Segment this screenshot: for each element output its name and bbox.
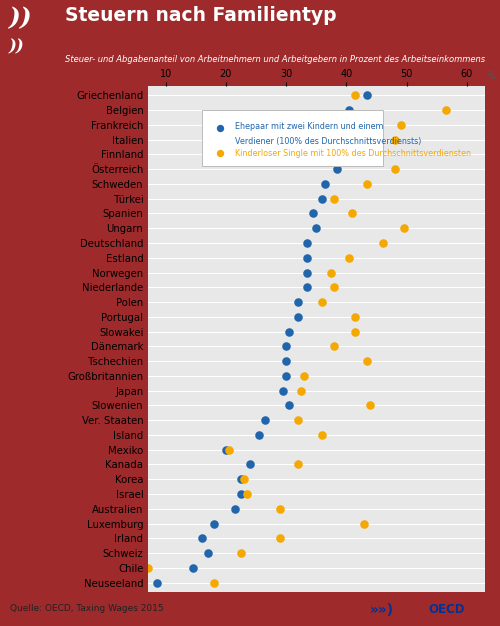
Point [328,267,336,277]
Point [144,563,152,573]
Point [303,253,311,263]
Point [237,548,245,558]
Point [188,563,196,573]
Text: OECD: OECD [428,603,465,616]
Point [231,504,239,514]
Point [246,459,254,470]
Point [348,208,356,218]
Point [330,193,338,203]
FancyBboxPatch shape [202,110,383,166]
Point [396,120,404,130]
Point [303,282,311,292]
Point [348,120,356,130]
Point [318,193,326,203]
Point [285,327,293,337]
Text: %: % [486,71,496,81]
Point [225,444,233,454]
Point [282,356,290,366]
Point [279,386,287,396]
Point [297,386,305,396]
Point [366,150,374,160]
Point [210,578,218,588]
Text: )): )) [9,6,33,30]
Point [330,282,338,292]
Point [442,105,450,115]
Point [300,371,308,381]
Point [303,238,311,248]
Point [152,578,160,588]
Point [364,90,372,100]
Point [318,297,326,307]
Point [346,105,354,115]
Point [243,489,251,499]
Point [390,135,398,145]
Point [334,164,342,174]
Point [222,444,230,454]
Point [364,356,372,366]
Text: Kinderloser Single mit 100% des Durchschnittsverdiensten: Kinderloser Single mit 100% des Durchsch… [236,148,471,158]
Point [330,150,338,160]
Point [352,90,360,100]
Text: Steuer- und Abgabenanteil von Arbeitnehmern und Arbeitgebern in Prozent des Arbe: Steuer- und Abgabenanteil von Arbeitnehm… [65,55,485,64]
Point [204,548,212,558]
Point [210,518,218,528]
Point [294,415,302,425]
Point [294,459,302,470]
Text: Verdiener (100% des Durchschnittsverdiensts): Verdiener (100% des Durchschnittsverdien… [236,137,422,146]
Point [294,312,302,322]
Point [309,208,317,218]
Point [322,179,330,189]
Point [378,238,386,248]
Point [318,430,326,440]
Point [285,401,293,411]
Point [276,533,284,543]
Point [352,312,360,322]
Point [346,253,354,263]
Point [360,518,368,528]
Point [102,564,110,574]
Point [276,504,284,514]
Point [352,327,360,337]
Point [330,341,338,351]
Point [282,371,290,381]
Point [261,415,269,425]
Text: )): )) [9,38,25,55]
Point [312,223,320,233]
Point [255,430,263,440]
Text: Steuern nach Familientyp: Steuern nach Familientyp [65,6,336,25]
Point [303,267,311,277]
Point [366,401,374,411]
Point [400,223,407,233]
Point [282,341,290,351]
Point [390,164,398,174]
Point [340,135,347,145]
Text: Quelle: OECD, Taxing Wages 2015: Quelle: OECD, Taxing Wages 2015 [10,603,164,613]
Point [237,489,245,499]
Point [102,565,110,575]
Point [237,475,245,485]
Point [294,297,302,307]
Point [364,179,372,189]
Point [240,475,248,485]
Text: »»): »») [370,603,394,617]
Point [198,533,205,543]
Text: Ehepaar mit zwei Kindern und einem: Ehepaar mit zwei Kindern und einem [236,122,384,131]
